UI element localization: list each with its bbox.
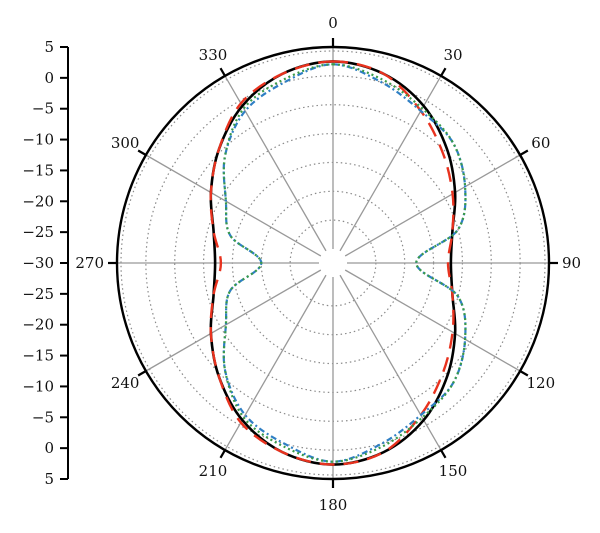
angle-label-60: 60	[531, 134, 550, 152]
grid-spoke-330	[224, 75, 327, 252]
angle-tick-60	[519, 149, 529, 156]
radial-tick-label: −20	[22, 316, 54, 334]
angular-tick-marks	[108, 38, 558, 488]
grid-spoke-60	[344, 154, 521, 257]
angular-tick-labels: 0 30 60 90 120 150 180 210 240 270 300 330	[75, 14, 581, 514]
radial-tick-label: 0	[44, 439, 54, 457]
radial-tick-label: 5	[44, 38, 54, 56]
radial-tick-label: 0	[44, 69, 54, 87]
radial-tick-label: 5	[44, 470, 54, 488]
angle-label-300: 300	[111, 134, 140, 152]
radial-axis-ticks: 5 0 −5 −10 −15 −20 −25 −30 −25 −20 −15 −10 −5 0 5	[22, 38, 68, 488]
radial-tick-label: −20	[22, 192, 54, 210]
angle-tick-210	[219, 449, 226, 459]
series-line-2	[209, 60, 455, 466]
angle-label-30: 30	[443, 46, 462, 64]
grid-spoke-210	[224, 274, 327, 451]
radial-tick-label: −15	[22, 161, 54, 179]
angle-label-180: 180	[319, 496, 348, 514]
radial-tick-label: −15	[22, 347, 54, 365]
radial-tick-label: −25	[22, 223, 54, 241]
radial-tick-label: −10	[22, 131, 54, 149]
angle-tick-150	[440, 449, 447, 459]
angle-label-90: 90	[562, 254, 581, 272]
angle-tick-240	[137, 370, 147, 377]
angle-label-330: 330	[199, 46, 228, 64]
angle-label-240: 240	[111, 374, 140, 392]
grid-spoke-150	[339, 274, 442, 451]
grid-spoke-240	[145, 269, 322, 372]
radial-tick-label: −10	[22, 377, 54, 395]
grid-spoke-300	[145, 154, 322, 257]
angle-label-120: 120	[527, 374, 556, 392]
radial-tick-label: −5	[32, 100, 54, 118]
angle-label-210: 210	[199, 462, 228, 480]
grid-spoke-30	[339, 75, 442, 252]
angle-tick-30	[440, 67, 447, 77]
angle-label-270: 270	[75, 254, 104, 272]
series-layer	[209, 60, 467, 466]
polar-center-hole	[319, 249, 347, 277]
grid-spoke-120	[344, 269, 521, 372]
radial-axis: 5 0 −5 −10 −15 −20 −25 −30 −25 −20 −15 −10 −5 0 5	[22, 38, 69, 488]
radial-tick-label: −25	[22, 285, 54, 303]
angle-label-0: 0	[328, 14, 338, 32]
angle-tick-330	[219, 67, 226, 77]
radial-tick-label: −5	[32, 408, 54, 426]
angle-label-150: 150	[439, 462, 468, 480]
radial-tick-label: −30	[22, 254, 54, 272]
angle-tick-120	[519, 370, 529, 377]
angle-tick-300	[137, 149, 147, 156]
series-line-3	[222, 63, 467, 463]
